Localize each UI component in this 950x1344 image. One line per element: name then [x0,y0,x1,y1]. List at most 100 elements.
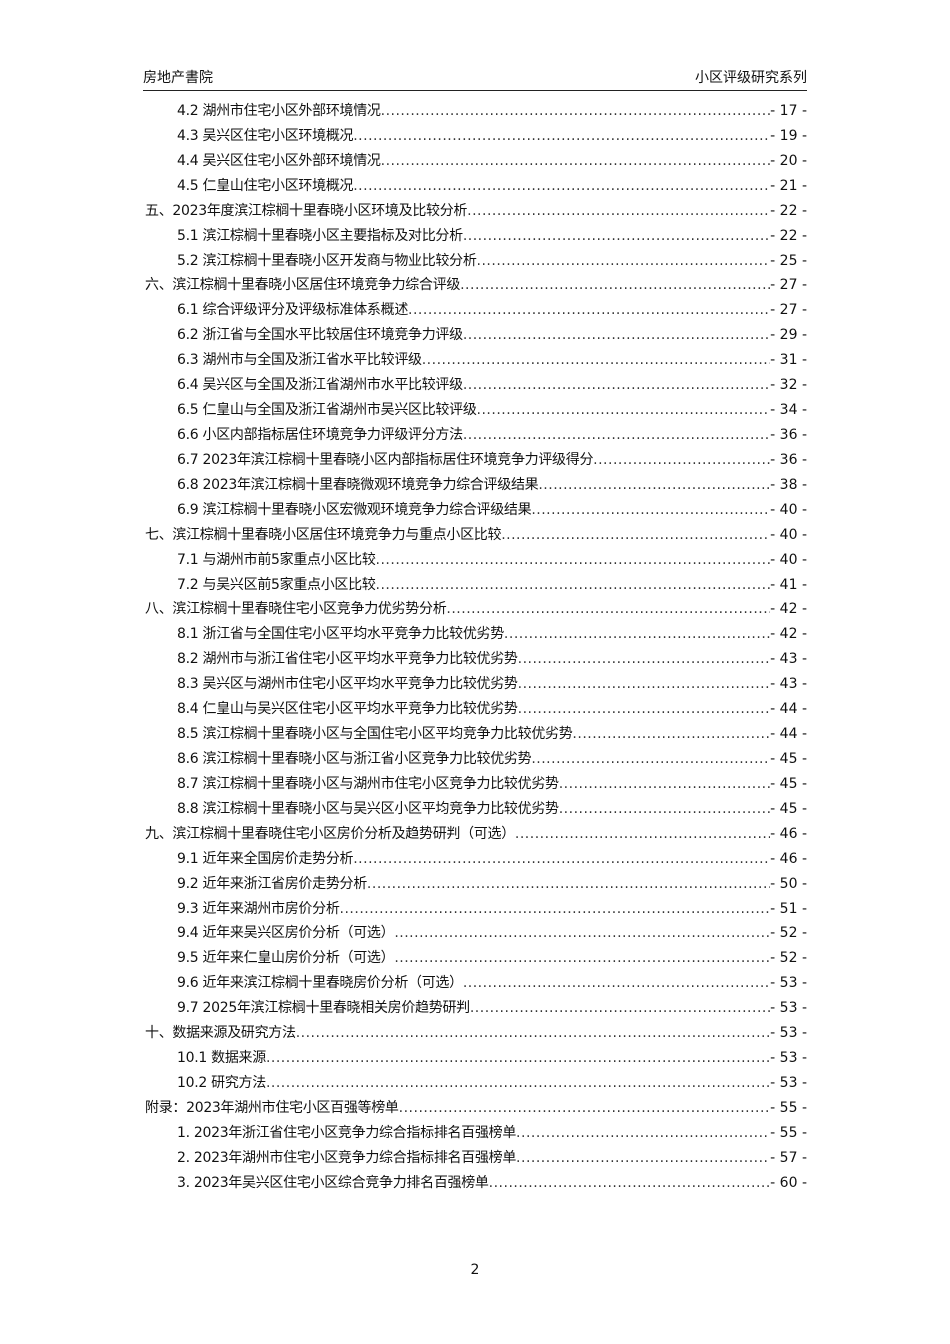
dot-leader [463,323,770,348]
toc-entry[interactable]: 七、滨江棕榈十里春晓小区居住环境竞争力与重点小区比较 - 40 - [145,523,807,548]
dot-leader [353,174,770,199]
toc-entry[interactable]: 6.1 综合评级评分及评级标准体系概述 - 27 - [145,298,807,323]
dot-leader [367,872,770,897]
page-number: 2 [470,1262,480,1278]
toc-entry[interactable]: 6.3 湖州市与全国及浙江省水平比较评级 - 31 - [145,348,807,373]
toc-entry[interactable]: 9.4 近年来吴兴区房价分析（可选） - 52 - [145,921,807,946]
toc-entry[interactable]: 8.2 湖州市与浙江省住宅小区平均水平竞争力比较优劣势 - 43 - [145,647,807,672]
toc-entry[interactable]: 6.4 吴兴区与全国及浙江省湖州市水平比较评级 - 32 - [145,373,807,398]
toc-entry[interactable]: 6.6 小区内部指标居住环境竞争力评级评分方法 - 36 - [145,423,807,448]
dot-leader [593,448,770,473]
header-right: 小区评级研究系列 [695,70,807,86]
toc-entry[interactable]: 8.8 滨江棕榈十里春晓小区与吴兴区小区平均竞争力比较优劣势 - 45 - [145,797,807,822]
toc-entry[interactable]: 9.5 近年来仁皇山房价分析（可选） - 52 - [145,946,807,971]
toc-entry[interactable]: 4.3 吴兴区住宅小区环境概况 - 19 - [145,124,807,149]
dot-leader [518,647,771,672]
dot-leader [376,573,771,598]
dot-leader [470,996,770,1021]
toc-entry[interactable]: 6.5 仁皇山与全国及浙江省湖州市吴兴区比较评级 - 34 - [145,398,807,423]
toc-entry[interactable]: 8.3 吴兴区与湖州市住宅小区平均水平竞争力比较优劣势 - 43 - [145,672,807,697]
toc-entry[interactable]: 附录：2023年湖州市住宅小区百强等榜单 - 55 - [145,1096,807,1121]
toc-entry[interactable]: 6.8 2023年滨江棕榈十里春晓微观环境竞争力综合评级结果 - 38 - [145,473,807,498]
toc-entry[interactable]: 6.9 滨江棕榈十里春晓小区宏微观环境竞争力综合评级结果 - 40 - [145,498,807,523]
toc-entry[interactable]: 八、滨江棕榈十里春晓住宅小区竞争力优劣势分析 - 42 - [145,597,807,622]
toc-entry-title: 2. 2023年湖州市住宅小区竞争力综合指标排名百强榜单 [177,1149,517,1166]
toc-entry-title: 8.4 仁皇山与吴兴区住宅小区平均水平竞争力比较优劣势 [177,701,518,718]
dot-leader [489,1171,771,1196]
dot-leader [516,1146,770,1171]
toc-entry[interactable]: 4.5 仁皇山住宅小区环境概况 - 21 - [145,174,807,199]
toc-entry[interactable]: 9.1 近年来全国房价走势分析 - 46 - [145,847,807,872]
toc-entry-title: 4.4 吴兴区住宅小区外部环境情况 [177,152,381,169]
toc-entry[interactable]: 8.7 滨江棕榈十里春晓小区与湖州市住宅小区竞争力比较优劣势 - 45 - [145,772,807,797]
toc-entry-title: 8.1 浙江省与全国住宅小区平均水平竞争力比较优劣势 [177,626,504,643]
dot-leader [516,1121,770,1146]
toc-entry-title: 4.5 仁皇山住宅小区环境概况 [177,177,354,194]
toc-entry[interactable]: 9.7 2025年滨江棕榈十里春晓相关房价趋势研判 - 53 - [145,996,807,1021]
toc-entry-title: 五、2023年度滨江棕榈十里春晓小区环境及比较分析 [145,202,468,219]
toc-entry[interactable]: 8.6 滨江棕榈十里春晓小区与浙江省小区竞争力比较优劣势 - 45 - [145,747,807,772]
toc-entry-title: 6.7 2023年滨江棕榈十里春晓小区内部指标居住环境竞争力评级得分 [177,451,594,468]
toc-entry[interactable]: 五、2023年度滨江棕榈十里春晓小区环境及比较分析 - 22 - [145,199,807,224]
toc-entry[interactable]: 8.1 浙江省与全国住宅小区平均水平竞争力比较优劣势 - 42 - [145,622,807,647]
toc-entry[interactable]: 6.2 浙江省与全国水平比较居住环境竞争力评级 - 29 - [145,323,807,348]
toc-entry[interactable]: 3. 2023年吴兴区住宅小区综合竞争力排名百强榜单 - 60 - [145,1171,807,1196]
toc-entry-page: - 41 - [770,576,807,593]
dot-leader [340,897,771,922]
toc-entry-title: 9.3 近年来湖州市房价分析 [177,900,340,917]
toc-entry[interactable]: 9.3 近年来湖州市房价分析 - 51 - [145,897,807,922]
toc-entry[interactable]: 7.2 与吴兴区前5家重点小区比较 - 41 - [145,573,807,598]
toc-entry-page: - 20 - [770,152,807,169]
dot-leader [266,1046,770,1071]
dot-leader [518,697,771,722]
dot-leader [572,722,770,747]
toc-entry-title: 10.2 研究方法 [177,1074,266,1091]
dot-leader [515,822,770,847]
toc-entry[interactable]: 9.6 近年来滨江棕榈十里春晓房价分析（可选） - 53 - [145,971,807,996]
toc-entry-title: 10.1 数据来源 [177,1050,266,1067]
toc-entry-page: - 53 - [770,1050,807,1067]
toc-entry-page: - 34 - [770,402,807,419]
toc-entry-page: - 27 - [770,302,807,319]
toc-entry-page: - 25 - [770,252,807,269]
toc-entry-page: - 53 - [770,1025,807,1042]
toc-entry[interactable]: 6.7 2023年滨江棕榈十里春晓小区内部指标居住环境竞争力评级得分 - 36 - [145,448,807,473]
toc-entry-page: - 45 - [770,775,807,792]
toc-entry[interactable]: 2. 2023年湖州市住宅小区竞争力综合指标排名百强榜单 - 57 - [145,1146,807,1171]
toc-entry[interactable]: 10.2 研究方法 - 53 - [145,1071,807,1096]
toc-entry[interactable]: 8.4 仁皇山与吴兴区住宅小区平均水平竞争力比较优劣势 - 44 - [145,697,807,722]
toc-entry[interactable]: 9.2 近年来浙江省房价走势分析 - 50 - [145,872,807,897]
toc-entry[interactable]: 十、数据来源及研究方法 - 53 - [145,1021,807,1046]
dot-leader [559,797,770,822]
table-of-contents: 4.2 湖州市住宅小区外部环境情况 - 17 - 4.3 吴兴区住宅小区环境概况 - … [145,99,807,1196]
toc-entry[interactable]: 5.2 滨江棕榈十里春晓小区开发商与物业比较分析 - 25 - [145,249,807,274]
toc-entry-page: - 21 - [770,177,807,194]
dot-leader [467,199,770,224]
dot-leader [353,124,770,149]
toc-entry-page: - 36 - [770,451,807,468]
toc-entry-title: 9.6 近年来滨江棕榈十里春晓房价分析（可选） [177,975,463,992]
toc-entry[interactable]: 4.2 湖州市住宅小区外部环境情况 - 17 - [145,99,807,124]
toc-entry-title: 9.4 近年来吴兴区房价分析（可选） [177,925,395,942]
toc-entry-title: 八、滨江棕榈十里春晓住宅小区竞争力优劣势分析 [145,601,447,618]
dot-leader [477,249,771,274]
toc-entry-title: 5.2 滨江棕榈十里春晓小区开发商与物业比较分析 [177,252,477,269]
toc-entry-page: - 45 - [770,750,807,767]
toc-entry-page: - 55 - [770,1124,807,1141]
toc-entry[interactable]: 5.1 滨江棕榈十里春晓小区主要指标及对比分析 - 22 - [145,224,807,249]
dot-leader [531,747,770,772]
toc-entry-page: - 31 - [770,352,807,369]
toc-entry[interactable]: 4.4 吴兴区住宅小区外部环境情况 - 20 - [145,149,807,174]
toc-entry-title: 8.7 滨江棕榈十里春晓小区与湖州市住宅小区竞争力比较优劣势 [177,775,559,792]
toc-entry-page: - 40 - [770,501,807,518]
dot-leader [446,597,770,622]
toc-entry-page: - 50 - [770,875,807,892]
toc-entry[interactable]: 7.1 与湖州市前5家重点小区比较 - 40 - [145,548,807,573]
toc-entry[interactable]: 九、滨江棕榈十里春晓住宅小区房价分析及趋势研判（可选） - 46 - [145,822,807,847]
dot-leader [477,398,771,423]
toc-entry[interactable]: 六、滨江棕榈十里春晓小区居住环境竞争力综合评级 - 27 - [145,273,807,298]
toc-entry[interactable]: 8.5 滨江棕榈十里春晓小区与全国住宅小区平均竞争力比较优劣势 - 44 - [145,722,807,747]
toc-entry[interactable]: 1. 2023年浙江省住宅小区竞争力综合指标排名百强榜单 - 55 - [145,1121,807,1146]
toc-entry[interactable]: 10.1 数据来源 - 53 - [145,1046,807,1071]
toc-entry-page: - 53 - [770,1000,807,1017]
